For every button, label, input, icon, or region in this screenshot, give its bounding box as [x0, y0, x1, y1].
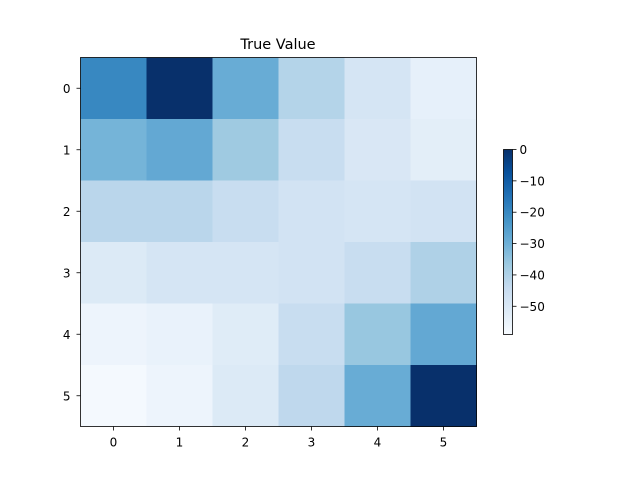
heatmap-cell: [146, 180, 213, 243]
heatmap-cell: [212, 365, 279, 427]
colorbar: 0 −10 −20 −30 −40 −50: [503, 143, 545, 335]
y-tick-label: 3: [63, 266, 71, 280]
heatmap-cell: [278, 365, 345, 427]
heatmap-cell: [146, 242, 213, 304]
y-tick-label: 5: [63, 389, 71, 403]
heatmap-cell: [278, 119, 345, 181]
x-tick-label: 2: [242, 436, 250, 450]
x-axis: 0 1 2 3 4 5: [110, 426, 448, 450]
heatmap-cell: [80, 303, 147, 366]
heatmap-cell: [410, 365, 477, 427]
heatmap-cell: [212, 119, 279, 181]
chart-title: True Value: [239, 37, 315, 53]
heatmap-cell: [344, 57, 411, 120]
heatmap-cell: [80, 242, 147, 304]
heatmap-cell: [80, 57, 147, 120]
y-tick-label: 0: [63, 82, 71, 96]
heatmap-cell: [212, 180, 279, 243]
heatmap-cell: [80, 119, 147, 181]
heatmap-cell: [212, 57, 279, 120]
heatmap-cells: [80, 57, 477, 427]
heatmap-cell: [344, 242, 411, 304]
heatmap-cell: [278, 180, 345, 243]
heatmap-cell: [80, 180, 147, 243]
heatmap-cell: [278, 57, 345, 120]
heatmap-cell: [344, 180, 411, 243]
y-tick-label: 4: [63, 328, 71, 342]
x-tick-label: 0: [110, 436, 118, 450]
heatmap-cell: [344, 119, 411, 181]
colorbar-tick-label: −50: [520, 300, 545, 314]
x-tick-label: 1: [176, 436, 184, 450]
y-tick-label: 2: [63, 205, 71, 219]
heatmap-cell: [278, 242, 345, 304]
heatmap-cell: [146, 57, 213, 120]
colorbar-tick-label: −20: [520, 206, 545, 220]
colorbar-tick-label: −40: [520, 268, 545, 282]
y-tick-label: 1: [63, 143, 71, 157]
x-tick-label: 5: [440, 436, 448, 450]
plot-frame: [80, 57, 477, 427]
heatmap-cell: [212, 242, 279, 304]
heatmap-cell: [410, 242, 477, 304]
heatmap-cell: [344, 365, 411, 427]
heatmap-cell: [410, 57, 477, 120]
colorbar-tick-label: −10: [520, 174, 545, 188]
colorbar-tick-label: −30: [520, 237, 545, 251]
heatmap-cell: [146, 303, 213, 366]
heatmap-cell: [146, 119, 213, 181]
heatmap-cell: [410, 303, 477, 366]
x-tick-label: 3: [308, 436, 316, 450]
x-tick-label: 4: [374, 436, 382, 450]
heatmap-cell: [410, 119, 477, 181]
colorbar-gradient: [503, 149, 513, 335]
y-axis: 0 1 2 3 4 5: [63, 82, 81, 403]
heatmap-cell: [344, 303, 411, 366]
heatmap-cell: [80, 365, 147, 427]
heatmap-cell: [410, 180, 477, 243]
heatmap-cell: [146, 365, 213, 427]
heatmap-cell: [278, 303, 345, 366]
heatmap-cell: [212, 303, 279, 366]
colorbar-tick-label: 0: [520, 143, 528, 157]
